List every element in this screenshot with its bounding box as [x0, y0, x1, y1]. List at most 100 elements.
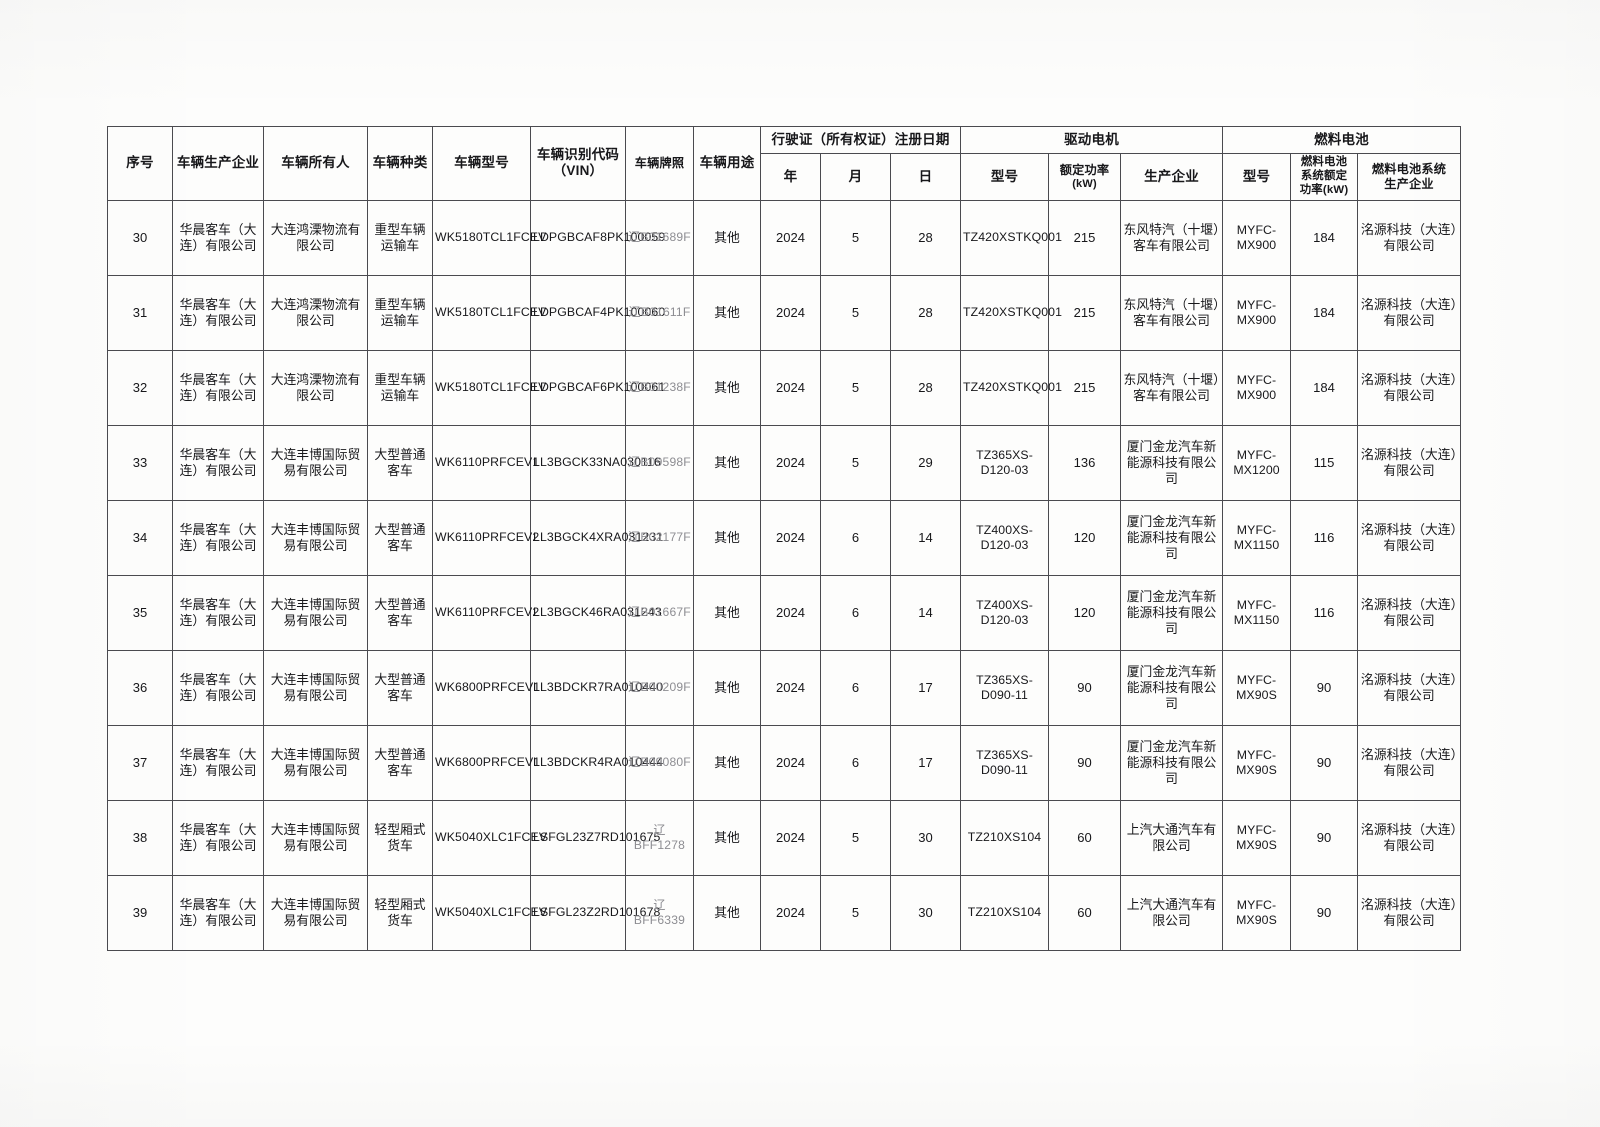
cell-plate: 辽B09598F — [625, 424, 694, 501]
col-header-fc-model: 型号 — [1222, 153, 1292, 201]
cell-vin: LDPGBCAF8PK100059 — [530, 199, 665, 276]
cell-index: 37 — [107, 724, 173, 801]
cell-index: 32 — [107, 349, 173, 426]
cell-fc-maker: 洺源科技（大连）有限公司 — [1357, 574, 1462, 651]
cell-fc-power: 90 — [1290, 649, 1359, 726]
cell-motor-power: 60 — [1048, 874, 1122, 951]
cell-vin: LL3BDCKR7RA010440 — [530, 649, 663, 726]
col-header-owner: 车辆所有人 — [263, 126, 368, 201]
cell-fc-model: MYFC-MX90S — [1222, 649, 1292, 726]
cell-reg-day: 28 — [889, 199, 962, 276]
table-header: 序号 车辆生产企业 车辆所有人 车辆种类 车辆型号 车辆识别代码 （VIN） 车… — [107, 126, 1462, 201]
cell-reg-month: 6 — [820, 499, 891, 576]
cell-usage: 其他 — [693, 724, 761, 801]
cell-reg-day: 30 — [889, 874, 962, 951]
cell-model: WK6800PRFCEV1 — [432, 649, 540, 726]
vehicle-registration-table: 序号 车辆生产企业 车辆所有人 车辆种类 车辆型号 车辆识别代码 （VIN） 车… — [107, 126, 1462, 951]
cell-plate: 辽B09080F — [625, 724, 694, 801]
cell-plate: 辽BFF1278 — [625, 799, 694, 876]
cell-fc-power: 115 — [1290, 424, 1359, 501]
cell-owner: 大连丰博国际贸易有限公司 — [263, 799, 368, 876]
cell-reg-month: 6 — [820, 649, 891, 726]
cell-index: 39 — [107, 874, 173, 951]
cell-fc-model: MYFC-MX90S — [1222, 724, 1292, 801]
cell-fc-maker: 洺源科技（大连）有限公司 — [1357, 349, 1462, 426]
col-header-motor-power: 额定功率 (kW) — [1048, 153, 1122, 201]
cell-fc-model: MYFC-MX1200 — [1222, 424, 1292, 501]
cell-fc-power: 184 — [1290, 274, 1359, 351]
cell-plate: 辽B02177F — [625, 499, 694, 576]
cell-owner: 大连丰博国际贸易有限公司 — [263, 499, 368, 576]
cell-motor-model: TZ210XS104 — [960, 874, 1050, 951]
cell-reg-day: 29 — [889, 424, 962, 501]
cell-reg-day: 28 — [889, 274, 962, 351]
cell-vin: LL3BGCK46RA031243 — [530, 574, 662, 651]
cell-vehicle-type: 大型普通客车 — [367, 574, 433, 651]
cell-plate: 辽B01667F — [625, 574, 694, 651]
cell-motor-power: 215 — [1048, 349, 1122, 426]
cell-vehicle-type: 大型普通客车 — [367, 499, 433, 576]
header-group-row: 序号 车辆生产企业 车辆所有人 车辆种类 车辆型号 车辆识别代码 （VIN） 车… — [107, 126, 1462, 201]
cell-manufacturer: 华晨客车（大连）有限公司 — [172, 799, 264, 876]
cell-motor-model: TZ420XSTKQ001 — [960, 274, 1062, 351]
cell-motor-model: TZ420XSTKQ001 — [960, 349, 1062, 426]
cell-model: WK5180TCL1FCEV — [432, 274, 546, 351]
cell-vehicle-type: 大型普通客车 — [367, 724, 433, 801]
header-sub-row: 年 月 日 型号 额定功率 (kW) 生产企业 型号 燃料电池 系统额定 功率(… — [108, 153, 1462, 201]
col-header-vin-line2: （VIN） — [552, 163, 604, 179]
cell-vehicle-type: 大型普通客车 — [367, 649, 433, 726]
cell-motor-power: 90 — [1048, 724, 1122, 801]
cell-vehicle-type: 轻型厢式货车 — [367, 799, 433, 876]
cell-motor-power: 120 — [1048, 574, 1122, 651]
cell-fc-power: 116 — [1290, 574, 1359, 651]
cell-motor-maker: 厦门金龙汽车新能源科技有限公司 — [1120, 724, 1224, 801]
cell-motor-maker: 东风特汽（十堰）客车有限公司 — [1120, 274, 1224, 351]
cell-motor-maker: 上汽大通汽车有限公司 — [1120, 874, 1224, 951]
cell-usage: 其他 — [693, 349, 761, 426]
cell-vin: LDPGBCAF4PK100060 — [530, 274, 665, 351]
cell-fc-power: 90 — [1290, 724, 1359, 801]
col-header-plate: 车辆牌照 — [625, 126, 694, 201]
cell-reg-year: 2024 — [760, 199, 821, 276]
cell-fc-model: MYFC-MX1150 — [1222, 574, 1292, 651]
col-header-fc-maker-line2: 生产企业 — [1384, 176, 1434, 191]
cell-reg-day: 14 — [889, 499, 962, 576]
cell-motor-maker: 厦门金龙汽车新能源科技有限公司 — [1120, 574, 1224, 651]
cell-owner: 大连丰博国际贸易有限公司 — [263, 424, 368, 501]
cell-motor-power: 120 — [1048, 499, 1122, 576]
col-header-reg-month: 月 — [820, 153, 891, 201]
cell-vin: LL3BGCK33NA030116 — [530, 424, 661, 501]
cell-fc-maker: 洺源科技（大连）有限公司 — [1357, 799, 1462, 876]
cell-reg-month: 5 — [820, 349, 891, 426]
col-header-fc-maker: 燃料电池系统 生产企业 — [1357, 153, 1462, 201]
cell-fc-power: 116 — [1290, 499, 1359, 576]
cell-vin: LL3BGCK4XRA031231 — [530, 499, 663, 576]
cell-fc-power: 90 — [1290, 799, 1359, 876]
cell-usage: 其他 — [693, 649, 761, 726]
cell-fc-model: MYFC-MX1150 — [1222, 499, 1292, 576]
table-row: 33 华晨客车（大连）有限公司 大连丰博国际贸易有限公司 大型普通客车 WK6110PR… — [107, 424, 1462, 501]
cell-index: 30 — [107, 199, 173, 276]
col-header-fc-power-line1: 燃料电池 — [1300, 156, 1348, 168]
cell-motor-maker: 东风特汽（十堰）客车有限公司 — [1120, 199, 1224, 276]
cell-manufacturer: 华晨客车（大连）有限公司 — [172, 874, 264, 951]
cell-reg-day: 14 — [889, 574, 962, 651]
col-header-vehicle-type: 车辆种类 — [367, 126, 433, 201]
table-row: 36 华晨客车（大连）有限公司 大连丰博国际贸易有限公司 大型普通客车 WK6800PR… — [107, 649, 1462, 726]
cell-motor-model: TZ365XS-D090-11 — [960, 649, 1050, 726]
cell-motor-power: 136 — [1048, 424, 1122, 501]
cell-vin: LSFGL23Z7RD101675 — [530, 799, 660, 876]
cell-vehicle-type: 轻型厢式货车 — [367, 874, 433, 951]
cell-reg-day: 17 — [889, 724, 962, 801]
cell-reg-year: 2024 — [760, 724, 821, 801]
cell-manufacturer: 华晨客车（大连）有限公司 — [172, 199, 264, 276]
cell-plate: 辽B01689F — [625, 199, 694, 276]
cell-usage: 其他 — [693, 874, 761, 951]
col-header-motor-power-unit: (kW) — [1072, 177, 1097, 190]
cell-model: WK5180TCL1FCEV — [432, 349, 546, 426]
cell-owner: 大连丰博国际贸易有限公司 — [263, 649, 368, 726]
cell-fc-maker: 洺源科技（大连）有限公司 — [1357, 874, 1462, 951]
table-row: 30 华晨客车（大连）有限公司 大连鸿溧物流有限公司 重型车辆运输车 WK5180TCL… — [107, 199, 1462, 276]
cell-usage: 其他 — [693, 274, 761, 351]
